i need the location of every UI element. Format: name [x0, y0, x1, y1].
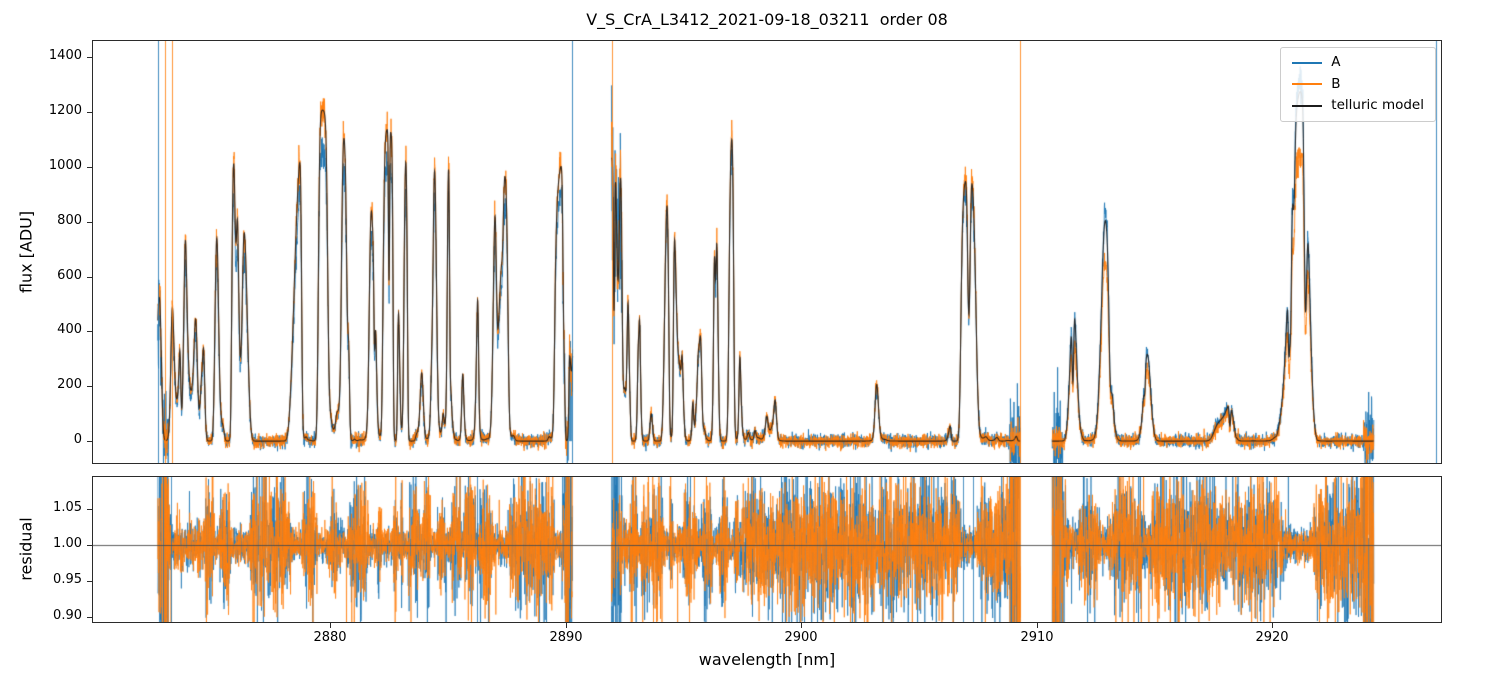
flux-y-tick-mark	[87, 277, 92, 278]
residual-axis-label: residual	[16, 517, 36, 581]
residual-y-tick-label: 0.90	[53, 608, 82, 623]
residual-y-tick-mark	[87, 545, 92, 546]
residual-plot-canvas	[93, 477, 1441, 622]
flux-y-tick-mark	[87, 386, 92, 387]
flux-y-tick-mark	[87, 222, 92, 223]
flux-y-tick-label: 400	[57, 322, 82, 337]
flux-y-tick-label: 800	[57, 213, 82, 228]
legend-label-telluric-model: telluric model	[1331, 97, 1424, 113]
flux-y-tick-mark	[87, 57, 92, 58]
x-tick-mark	[1037, 623, 1038, 628]
residual-panel	[92, 476, 1442, 623]
x-tick-label: 2900	[784, 630, 818, 645]
flux-y-tick-label: 200	[57, 377, 82, 392]
flux-y-tick-label: 1400	[48, 48, 82, 63]
flux-y-tick-mark	[87, 112, 92, 113]
flux-y-tick-label: 600	[57, 268, 82, 283]
residual-y-tick-mark	[87, 617, 92, 618]
residual-y-tick-mark	[87, 581, 92, 582]
flux-panel: A B telluric model	[92, 40, 1442, 464]
x-tick-label: 2880	[313, 630, 347, 645]
legend: A B telluric model	[1280, 47, 1436, 122]
residual-y-tick-mark	[87, 509, 92, 510]
legend-line-sample-a	[1292, 61, 1323, 64]
flux-plot-canvas	[93, 41, 1441, 463]
x-tick-label: 2910	[1020, 630, 1054, 645]
legend-label-a: A	[1331, 54, 1341, 70]
residual-y-tick-label: 0.95	[53, 572, 82, 587]
x-tick-label: 2890	[549, 630, 583, 645]
flux-y-tick-label: 0	[73, 432, 82, 447]
flux-axis-label: flux [ADU]	[16, 210, 36, 294]
residual-y-tick-label: 1.05	[53, 500, 82, 515]
legend-line-sample-telluric-model	[1292, 104, 1323, 107]
legend-line-sample-b	[1292, 83, 1323, 86]
legend-label-b: B	[1331, 75, 1341, 92]
x-tick-mark	[801, 623, 802, 628]
chart-title: V_S_CrA_L3412_2021-09-18_03211 order 08	[586, 10, 948, 29]
legend-entry-a: A	[1292, 54, 1424, 70]
flux-y-tick-label: 1200	[48, 103, 82, 118]
x-tick-label: 2920	[1255, 630, 1289, 645]
legend-entry-telluric-model: telluric model	[1292, 97, 1424, 113]
x-tick-mark	[330, 623, 331, 628]
x-tick-mark	[1272, 623, 1273, 628]
residual-y-tick-label: 1.00	[53, 536, 82, 551]
x-axis-label: wavelength [nm]	[698, 650, 836, 669]
flux-y-tick-label: 1000	[48, 158, 82, 173]
flux-y-tick-mark	[87, 331, 92, 332]
x-tick-mark	[566, 623, 567, 628]
flux-y-tick-mark	[87, 441, 92, 442]
flux-y-tick-mark	[87, 167, 92, 168]
legend-entry-b: B	[1292, 75, 1424, 92]
